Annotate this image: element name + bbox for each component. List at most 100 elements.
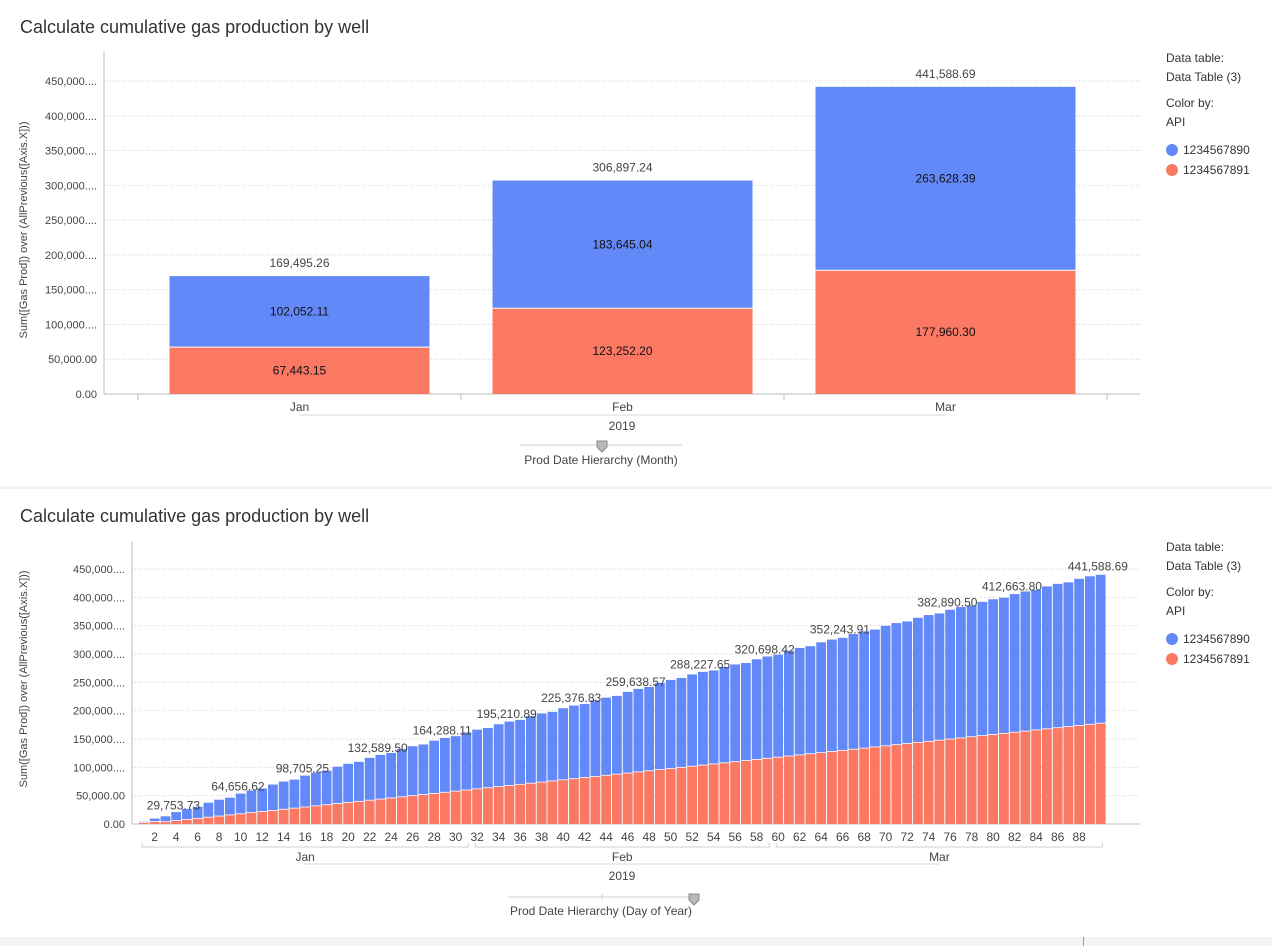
bar-series-a: [332, 766, 343, 804]
bar-series-b: [923, 741, 934, 824]
bar-series-b: [169, 347, 430, 394]
bar-series-b: [311, 805, 321, 824]
legend-item-series-a[interactable]: 1234567890: [1166, 143, 1250, 157]
legend-color-by-value[interactable]: API: [1166, 604, 1186, 618]
bar-series-b: [719, 762, 730, 824]
x-tick-label: 32: [470, 830, 484, 844]
bar-series-a: [1063, 582, 1074, 727]
x-tick-label: 22: [363, 830, 377, 844]
y-tick-label: 150,000....: [45, 285, 97, 297]
y-tick-label: 50,000.00: [76, 791, 125, 803]
hierarchy-slider-label[interactable]: Prod Date Hierarchy (Month): [524, 453, 677, 467]
bar-series-a: [492, 180, 753, 309]
bar-series-a: [827, 639, 837, 752]
bar-series-a: [999, 597, 1009, 734]
chart-panel-monthly: Calculate cumulative gas production by w…: [0, 0, 1272, 486]
bar-series-a: [794, 647, 805, 755]
bar-series-a: [289, 779, 300, 809]
y-tick-label: 400,000....: [73, 592, 125, 604]
legend-item-series-b[interactable]: 1234567891: [1166, 163, 1250, 177]
bar-series-b: [504, 785, 515, 824]
bar-series-a: [472, 729, 483, 789]
x-tick-label: 50: [664, 830, 678, 844]
bar-series-b: [880, 745, 891, 824]
bar-series-a: [579, 703, 590, 778]
x-tick-label: 46: [621, 830, 635, 844]
legend-swatch-circle-icon: [1166, 633, 1178, 645]
y-tick-label: 50,000.00: [48, 354, 97, 366]
bar-series-b: [730, 761, 741, 824]
bar-series-b: [708, 763, 719, 824]
bar-series-a: [698, 671, 708, 766]
bar-series-a: [515, 719, 526, 785]
legend-data-table-value[interactable]: Data Table (3): [1166, 559, 1242, 573]
x-tick-label: 58: [750, 830, 764, 844]
bar-series-a: [805, 646, 816, 754]
bar-series-b: [171, 820, 182, 824]
bar-series-b: [698, 765, 708, 824]
bar-series-b: [450, 791, 461, 824]
hierarchy-slider-handle-icon[interactable]: [596, 440, 608, 453]
legend-item-series-b[interactable]: 1234567891: [1166, 652, 1250, 666]
bar-series-a: [311, 772, 321, 806]
bar-series-b: [751, 759, 762, 824]
legend-item-label: 1234567890: [1183, 632, 1250, 646]
x-tick-label: 60: [771, 830, 785, 844]
bar-series-a: [558, 708, 569, 780]
legend-item-label: 1234567890: [1183, 143, 1250, 157]
bar-series-b: [149, 821, 160, 824]
legend-color-by-value[interactable]: API: [1166, 115, 1186, 129]
bar-series-a: [945, 609, 956, 740]
bar-series-a: [343, 763, 354, 803]
month-label: Feb: [612, 850, 633, 864]
total-label: 225,376.83: [541, 691, 601, 705]
total-label: 164,288.11: [413, 724, 472, 738]
x-tick-label: 74: [922, 830, 936, 844]
bar-series-b: [644, 770, 655, 824]
chart-title: Calculate cumulative gas production by w…: [20, 506, 370, 526]
month-label: Jan: [295, 850, 314, 864]
x-tick-label: 72: [900, 830, 914, 844]
bar-series-a: [665, 679, 676, 769]
data-label: 263,628.39: [915, 172, 975, 186]
legend-swatch-circle-icon: [1166, 144, 1178, 156]
bar-series-a: [536, 713, 547, 783]
bar-series-b: [762, 758, 773, 824]
bar-series-a: [601, 697, 612, 776]
bar-series-b: [268, 810, 278, 824]
bar-series-a: [192, 806, 203, 819]
total-label: 412,663.80: [982, 580, 1042, 594]
bar-series-b: [913, 742, 923, 824]
x-tick-label: 84: [1029, 830, 1043, 844]
monthly-chart[interactable]: 0.00 50,000.00 100,000.... 150,000.... 200,0…: [0, 0, 1272, 486]
year-label: 2019: [609, 419, 636, 433]
total-label: 29,753.73: [147, 798, 201, 812]
bar-series-b: [848, 749, 859, 824]
x-tick-label: 6: [194, 830, 201, 844]
y-tick-label: 150,000....: [73, 734, 125, 746]
daily-chart[interactable]: 0.00 50,000.00 100,000.... 150,000.... 200,0…: [0, 489, 1272, 937]
hierarchy-slider-handle-icon[interactable]: [688, 893, 700, 906]
legend-data-table-value[interactable]: Data Table (3): [1166, 70, 1242, 84]
total-label: 195,210.89: [477, 707, 537, 721]
x-tick-label: 54: [707, 830, 721, 844]
bar-series-b: [332, 803, 343, 824]
bar-series-b: [612, 774, 622, 824]
bar-series-a: [784, 650, 794, 757]
bar-series-a: [257, 788, 268, 812]
bar-series-b: [891, 744, 902, 824]
bar-series-a: [934, 613, 945, 741]
x-tick-label: 2: [151, 830, 158, 844]
hierarchy-slider-label[interactable]: Prod Date Hierarchy (Day of Year): [510, 904, 692, 918]
x-tick-label: 16: [298, 830, 312, 844]
bar-series-a: [1009, 594, 1020, 733]
bar-series-a: [913, 617, 923, 743]
bar-series-b: [601, 775, 612, 824]
bar-series-a: [870, 629, 880, 747]
bar-series-a: [171, 812, 182, 821]
legend-data-table-label: Data table:: [1166, 540, 1225, 554]
x-tick-label: 76: [943, 830, 957, 844]
bar-series-a: [246, 790, 257, 813]
legend-item-series-a[interactable]: 1234567890: [1166, 632, 1250, 646]
bar-series-b: [192, 818, 203, 824]
